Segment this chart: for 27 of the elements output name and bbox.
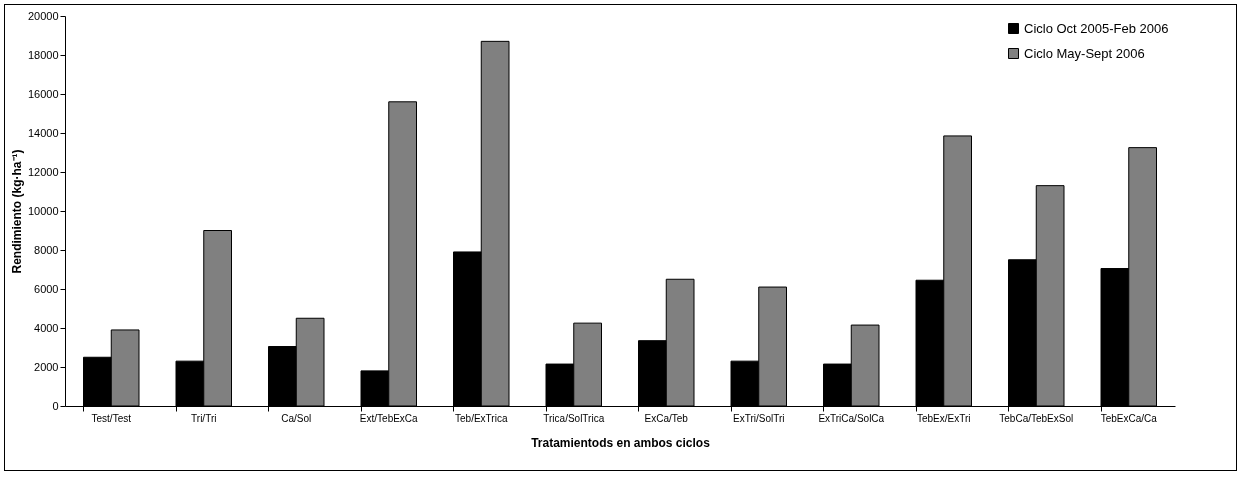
y-tick-label: 6000	[34, 282, 59, 295]
x-tick-label: TebEx/ExTri	[916, 412, 971, 424]
y-tick-label: 0	[52, 399, 59, 412]
x-tick-label: ExTri/SolTri	[733, 412, 785, 424]
x-tick-label: Tri/Tri	[191, 412, 217, 424]
x-tick-label: TebExCa/Ca	[1100, 412, 1158, 424]
y-tick-label: 16000	[27, 87, 59, 100]
x-tick-label: ExTriCa/SolCa	[818, 412, 885, 424]
x-tick-label: Trica/SolTrica	[543, 412, 605, 424]
x-tick-label: ExCa/Teb	[644, 412, 689, 424]
legend-label: Ciclo Oct 2005-Feb 2006	[1024, 20, 1169, 36]
y-tick-label: 20000	[27, 9, 59, 22]
legend-label: Ciclo May-Sept 2006	[1024, 45, 1145, 61]
y-tick-label: 14000	[27, 126, 59, 139]
y-tick-label: 2000	[34, 360, 59, 373]
y-tick-label: 10000	[27, 204, 59, 217]
y-tick-label: 18000	[27, 48, 59, 61]
y-tick-label: 8000	[34, 243, 59, 256]
x-tick-label: TebCa/TebExSol	[999, 412, 1074, 424]
y-tick-label: 12000	[27, 165, 59, 178]
y-tick-label: 4000	[34, 321, 59, 334]
x-tick-label: Ca/Sol	[281, 412, 312, 424]
x-tick-label: Teb/ExTrica	[455, 412, 508, 424]
x-tick-label: Test/Test	[91, 412, 132, 424]
y-axis-title: Rendimiento (kg·ha⁻¹)	[9, 149, 24, 274]
x-axis-title: Tratamientods en ambos ciclos	[531, 435, 711, 450]
x-tick-label: Ext/TebExCa	[359, 412, 419, 424]
